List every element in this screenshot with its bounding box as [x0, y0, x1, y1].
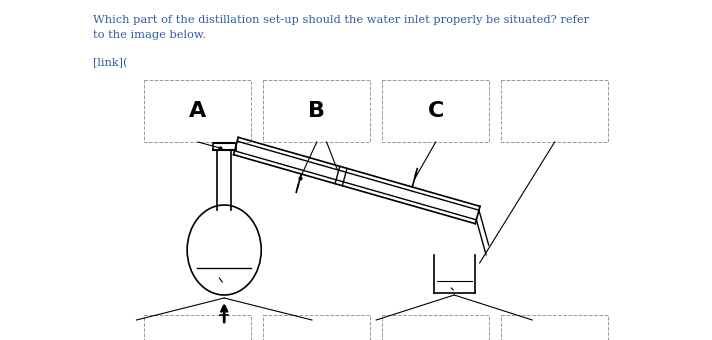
Text: to the image below.: to the image below.	[93, 30, 206, 40]
Text: B: B	[308, 101, 325, 121]
Bar	[382, 80, 489, 142]
Bar	[145, 315, 251, 340]
Text: Which part of the distillation set-up should the water inlet properly be situate: Which part of the distillation set-up sh…	[93, 15, 589, 25]
Bar	[501, 315, 608, 340]
Bar	[263, 315, 370, 340]
Text: A: A	[189, 101, 206, 121]
Text: C: C	[427, 101, 444, 121]
Text: [link](: [link](	[93, 58, 127, 68]
Bar	[263, 80, 370, 142]
Bar	[501, 80, 608, 142]
Bar	[145, 80, 251, 142]
Bar	[382, 315, 489, 340]
Ellipse shape	[187, 205, 261, 295]
